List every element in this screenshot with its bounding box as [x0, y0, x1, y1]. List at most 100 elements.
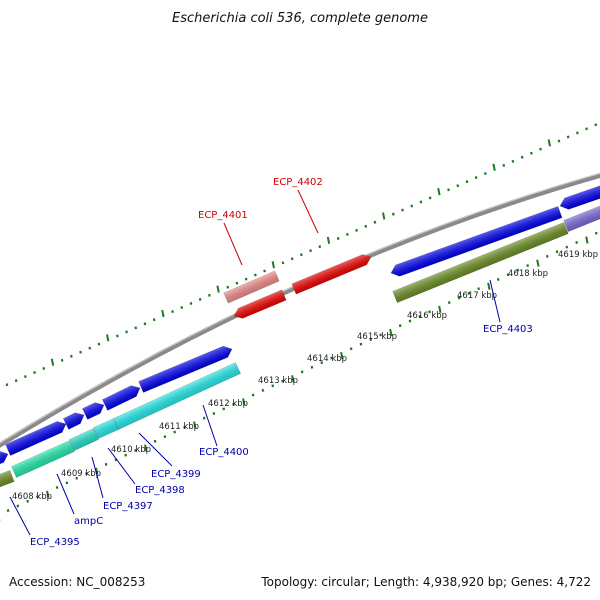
minor-tick — [36, 495, 39, 499]
minor-tick — [24, 375, 27, 379]
kbp-label: 4619 kbp — [558, 250, 598, 260]
minor-tick — [457, 296, 461, 300]
minor-tick — [330, 356, 333, 360]
minor-tick — [408, 319, 412, 323]
reverse-gene-sheen — [563, 204, 600, 232]
minor-tick — [496, 278, 500, 281]
map-title: Escherichia coli 536, complete genome — [172, 11, 428, 26]
gene-label-ecp4397: ECP_4397 — [103, 501, 153, 512]
reverse-gene — [392, 222, 569, 303]
major-tick — [291, 375, 295, 383]
major-tick — [389, 328, 393, 337]
reverse-gene — [93, 418, 119, 439]
minor-tick — [14, 379, 18, 383]
major-tick — [547, 139, 551, 147]
reverse-gene — [11, 440, 75, 478]
gene-label-ecp4398: ECP_4398 — [135, 485, 185, 496]
minor-tick — [281, 379, 284, 383]
minor-tick — [576, 131, 579, 135]
minor-tick — [60, 358, 64, 362]
topology-label: Topology: circular; Length: 4,938,920 bp… — [260, 575, 591, 589]
leader-ecp4402 — [297, 189, 319, 234]
minor-tick — [418, 314, 422, 318]
kbp-label: 4609 kbp — [61, 469, 101, 479]
minor-tick — [290, 257, 294, 261]
minor-tick — [318, 245, 322, 249]
minor-tick — [26, 499, 29, 503]
minor-tick — [198, 297, 202, 301]
forward-gene-sheen — [0, 451, 8, 465]
minor-tick — [125, 330, 128, 334]
minor-tick — [502, 163, 506, 167]
inner-tick-ring — [0, 231, 598, 521]
forward-gene — [138, 345, 233, 393]
minor-tick — [134, 326, 138, 330]
minor-tick — [152, 318, 156, 322]
minor-tick — [447, 188, 450, 192]
minor-tick — [65, 481, 69, 485]
minor-tick — [235, 281, 239, 285]
reverse-gene-sheen — [0, 470, 15, 488]
minor-tick — [33, 371, 36, 374]
forward-gene — [0, 450, 9, 465]
reverse-gene-sheen — [11, 440, 75, 478]
forward-gene-sheen — [138, 346, 232, 393]
major-tick — [585, 236, 589, 244]
minor-tick — [208, 293, 211, 297]
minor-tick — [520, 155, 524, 159]
minor-tick — [134, 449, 137, 452]
forward-gene-sheen — [391, 206, 563, 277]
red-gene-ecp4401b — [233, 289, 287, 319]
gene-label-ecp4400: ECP_4400 — [199, 447, 249, 458]
minor-tick — [55, 486, 59, 489]
leader-ecp4397 — [91, 456, 104, 499]
minor-tick — [42, 367, 46, 370]
reverse-gene-sheen — [93, 418, 119, 439]
reverse-gene — [563, 204, 600, 232]
minor-tick — [526, 264, 529, 268]
red-gene-ecp4402-sheen — [291, 254, 372, 295]
minor-tick — [373, 220, 377, 224]
major-tick — [271, 261, 275, 269]
minor-tick — [70, 354, 73, 358]
forward-gene-sheen — [82, 402, 105, 420]
gene-label-ecp4402: ECP_4402 — [273, 177, 323, 188]
reverse-gene — [113, 362, 241, 430]
forward-gene-sheen — [560, 184, 600, 210]
minor-tick — [85, 472, 88, 476]
minor-tick — [594, 123, 598, 127]
minor-tick — [300, 253, 303, 257]
forward-gene-sheen — [5, 421, 67, 456]
minor-tick — [530, 151, 533, 155]
minor-tick — [171, 310, 174, 314]
minor-tick — [349, 347, 353, 351]
kbp-label: 4613 kbp — [258, 376, 298, 386]
forward-gene-sheen — [63, 412, 84, 430]
minor-tick — [410, 204, 414, 208]
kbp-label: 4611 kbp — [159, 422, 199, 432]
minor-tick — [484, 172, 487, 175]
forward-gene — [101, 385, 141, 411]
major-tick — [216, 285, 220, 293]
major-tick — [106, 334, 110, 342]
leader-ecp4401 — [223, 222, 243, 266]
major-tick — [536, 259, 540, 267]
minor-tick — [6, 509, 10, 513]
forward-gene — [82, 402, 105, 420]
accession-label: Accession: NC_008253 — [9, 575, 145, 589]
minor-tick — [212, 412, 216, 415]
minor-tick — [364, 224, 368, 228]
minor-tick — [428, 310, 431, 314]
leader-ecp4395 — [9, 496, 31, 536]
minor-tick — [355, 228, 358, 232]
major-tick — [340, 351, 344, 360]
reverse-gene-sheen — [392, 222, 569, 303]
minor-tick — [511, 159, 515, 163]
gene-label-ecp4399: ECP_4399 — [151, 469, 201, 480]
kbp-label: 4616 kbp — [407, 311, 447, 321]
minor-tick — [477, 287, 480, 291]
major-tick — [161, 309, 165, 318]
red-gene-ecp4402 — [291, 254, 372, 295]
major-tick — [46, 490, 50, 498]
minor-tick — [565, 245, 569, 249]
